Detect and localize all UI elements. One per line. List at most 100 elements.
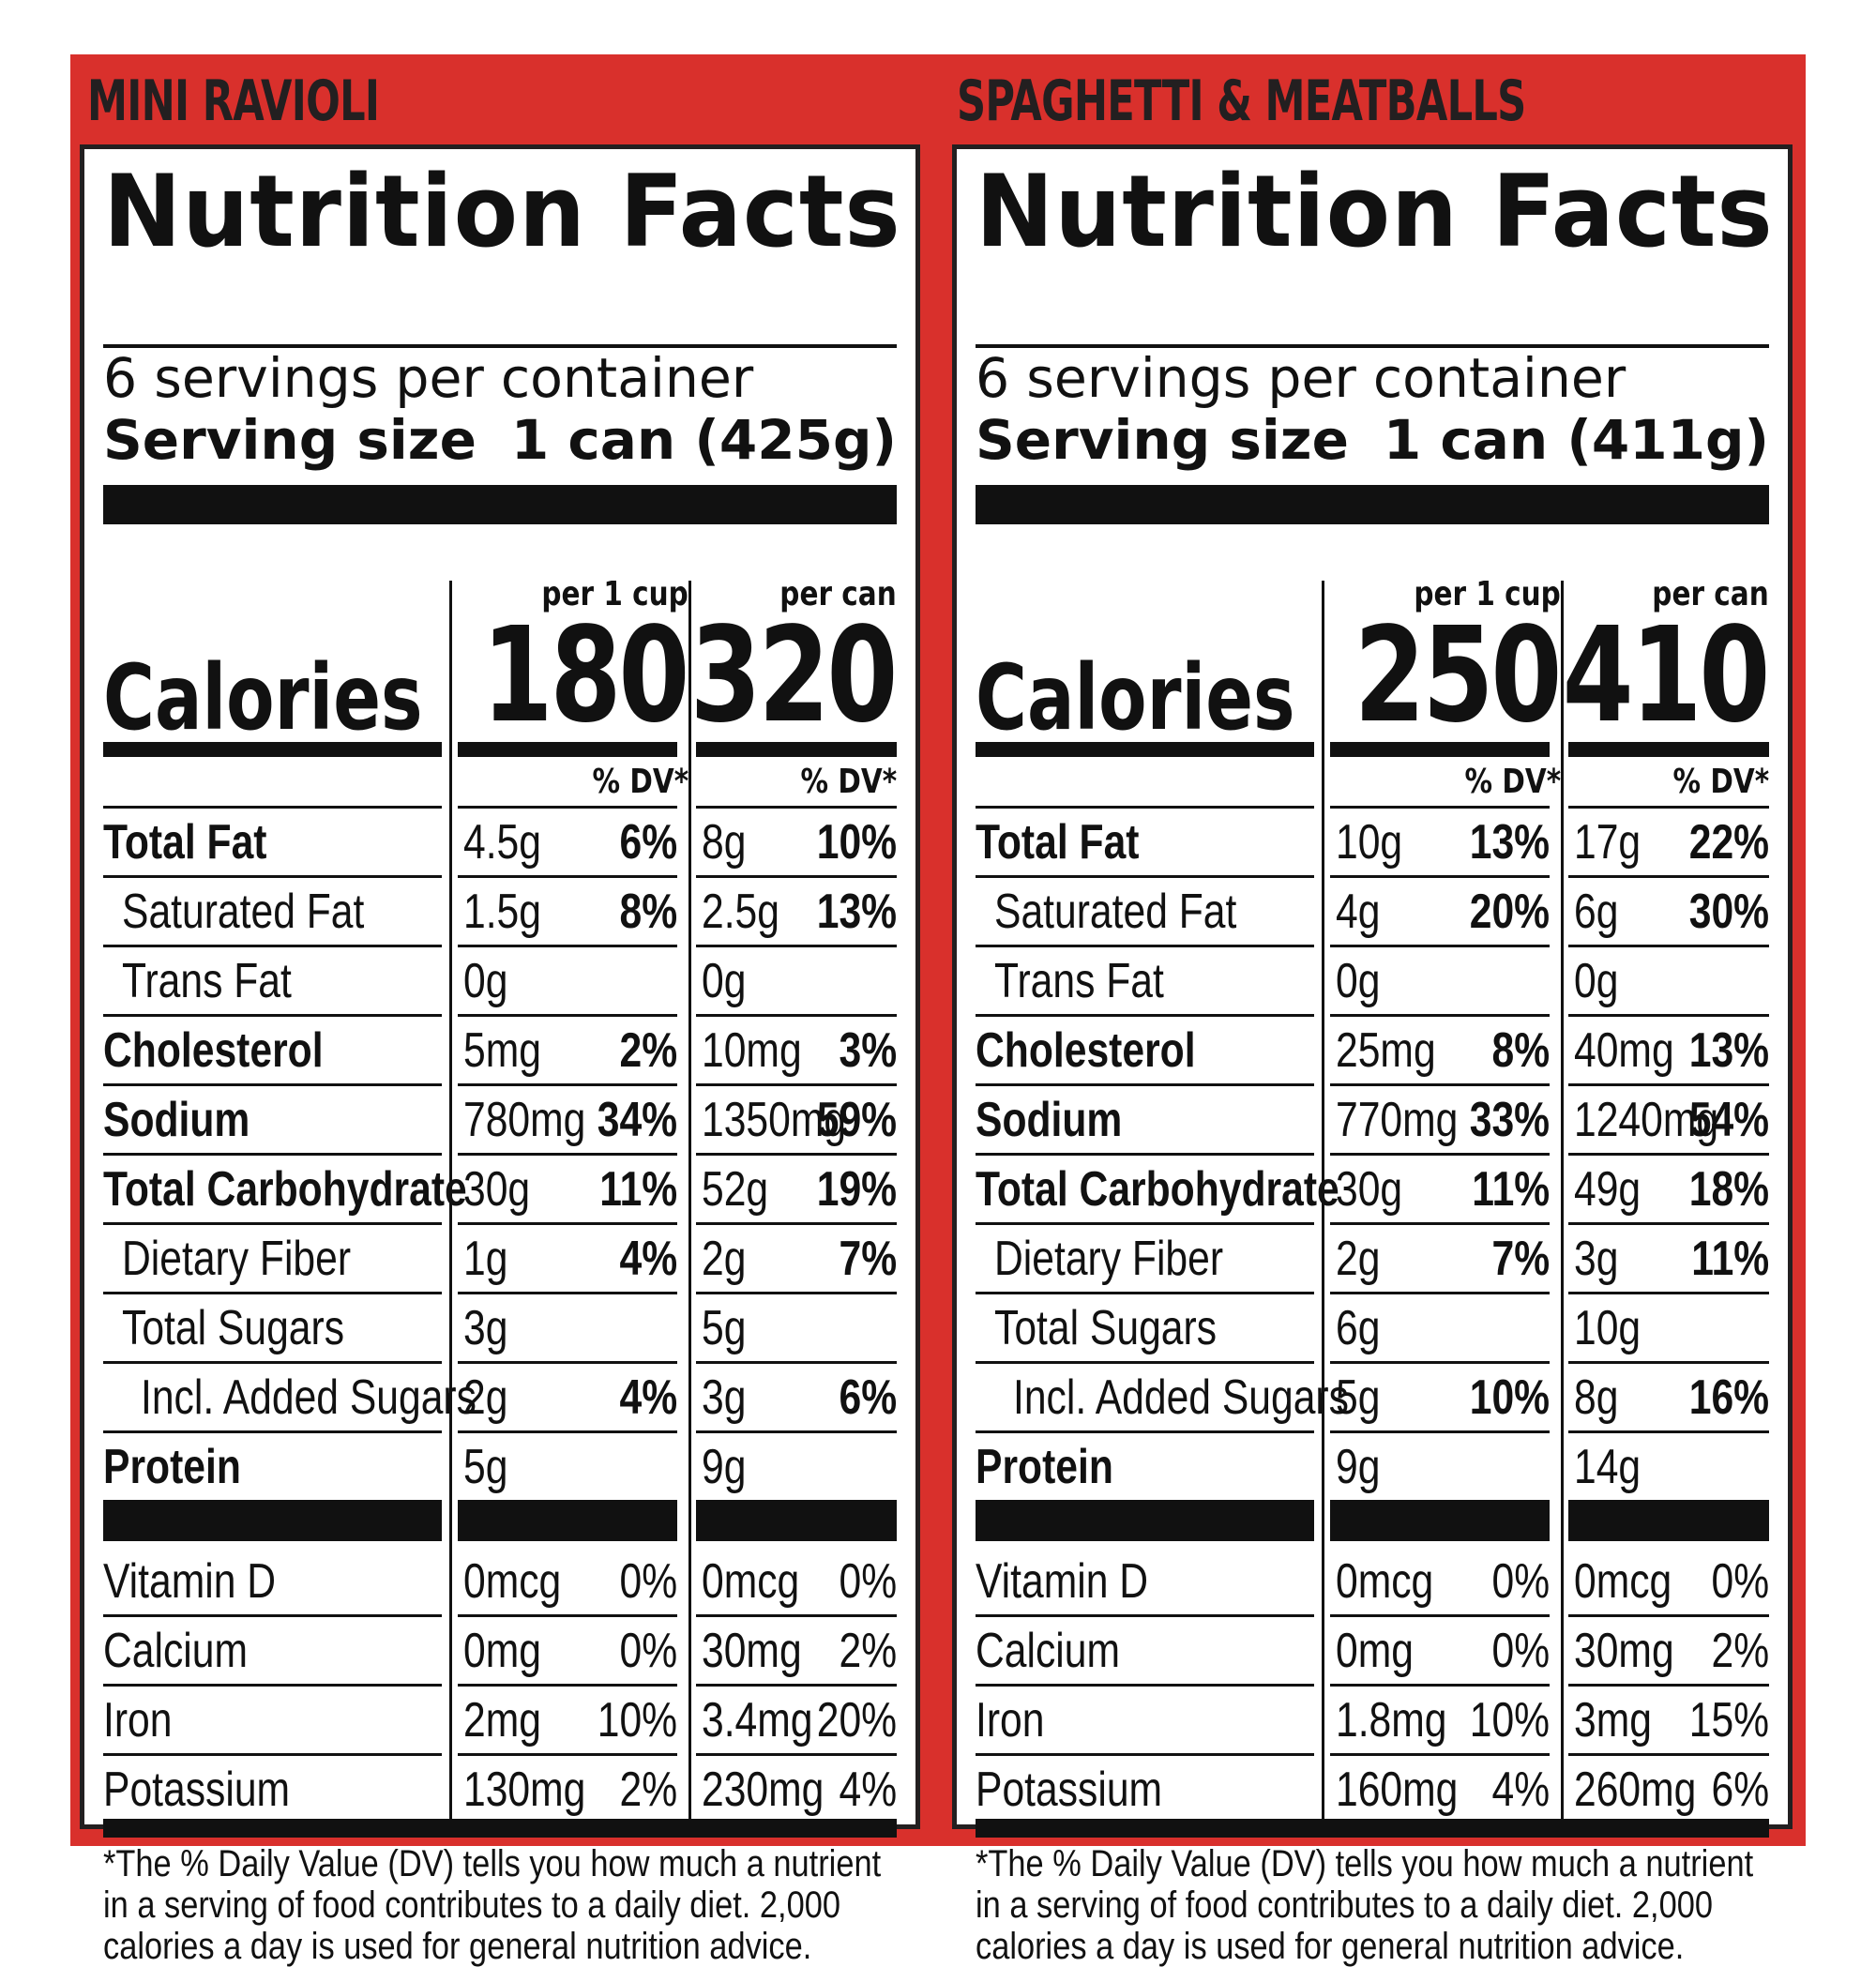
- vitamin-name: Potassium: [976, 1763, 1163, 1817]
- dv-per-cup: 7%: [1491, 1232, 1550, 1286]
- amount-per-cup: 2g: [463, 1370, 508, 1425]
- vitamin-dv-per-can: 6%: [1711, 1763, 1769, 1817]
- amount-per-cup: 4.5g: [463, 815, 541, 870]
- row-rule: [696, 875, 897, 878]
- dv-per-can: 7%: [839, 1232, 897, 1286]
- calories-bar-can: [696, 742, 897, 757]
- nutrient-name: Saturated Fat: [122, 885, 365, 939]
- amount-per-can: 0g: [1574, 954, 1619, 1008]
- nutrient-name: Saturated Fat: [994, 885, 1237, 939]
- nutrient-name: Trans Fat: [122, 954, 292, 1008]
- vitamin-bar-can: [696, 1500, 897, 1541]
- vitamin-dv-per-cup: 10%: [597, 1693, 677, 1748]
- row-rule: [103, 1222, 442, 1225]
- vitamin-dv-per-can: 20%: [816, 1693, 897, 1748]
- dv-footnote: *The % Daily Value (DV) tells you how mu…: [976, 1843, 1754, 1967]
- dv-per-cup: 4%: [619, 1370, 677, 1425]
- nutrient-name: Total Sugars: [994, 1301, 1218, 1355]
- vitamin-amount-per-can: 0mcg: [1574, 1554, 1672, 1609]
- vitamin-amount-per-cup: 130mg: [463, 1763, 586, 1817]
- amount-per-can: 3g: [1574, 1232, 1619, 1286]
- amount-per-can: 14g: [1574, 1440, 1642, 1494]
- vitamin-dv-per-cup: 0%: [1491, 1554, 1550, 1609]
- amount-per-cup: 770mg: [1336, 1093, 1459, 1147]
- row-rule: [976, 1430, 1314, 1433]
- row-rule: [976, 1222, 1314, 1225]
- row-rule: [1330, 1292, 1550, 1294]
- vitamin-amount-per-can: 0mcg: [702, 1554, 800, 1609]
- footnote-bar: [103, 1819, 897, 1838]
- vitamin-dv-per-can: 0%: [1711, 1554, 1769, 1609]
- amount-per-cup: 780mg: [463, 1093, 586, 1147]
- dv-per-can: 3%: [839, 1023, 897, 1078]
- serving-size-value: 1 can (425g): [510, 408, 897, 472]
- dv-per-can: 10%: [816, 815, 897, 870]
- vitamin-name: Iron: [103, 1693, 173, 1748]
- row-rule: [1330, 1361, 1550, 1364]
- vitamin-dv-per-cup: 0%: [619, 1624, 677, 1678]
- dv-per-can: 22%: [1688, 815, 1769, 870]
- row-rule: [458, 1083, 677, 1086]
- amount-per-can: 8g: [1574, 1370, 1619, 1425]
- row-rule: [103, 1153, 442, 1156]
- vitamin-bar-name: [103, 1500, 442, 1541]
- dv-per-can: 54%: [1688, 1093, 1769, 1147]
- nutrient-name: Sodium: [103, 1093, 250, 1147]
- row-rule: [458, 1430, 677, 1433]
- thick-rule-top: [976, 485, 1769, 524]
- vitamin-amount-per-cup: 0mcg: [1336, 1554, 1434, 1609]
- amount-per-can: 17g: [1574, 815, 1642, 870]
- row-rule: [976, 945, 1314, 947]
- amount-per-cup: 0g: [463, 954, 508, 1008]
- vitamin-name: Iron: [976, 1693, 1045, 1748]
- row-rule: [696, 1361, 897, 1364]
- row-rule: [103, 875, 442, 878]
- row-rule: [458, 1361, 677, 1364]
- row-rule: [976, 875, 1314, 878]
- column-divider-1: [1322, 581, 1324, 1819]
- product-name-left: MINI RAVIOLI: [87, 68, 380, 134]
- footnote-bar: [976, 1819, 1769, 1838]
- dv-per-cup: 33%: [1469, 1093, 1550, 1147]
- per-can-heading: per can: [1652, 575, 1769, 613]
- serving-size-row: Serving size 1 can (425g): [103, 410, 897, 470]
- amount-per-can: 3g: [702, 1370, 747, 1425]
- row-rule: [976, 1684, 1314, 1687]
- dv-per-cup: 2%: [619, 1023, 677, 1078]
- calories-bar-can: [1568, 742, 1769, 757]
- row-rule: [1568, 1753, 1769, 1756]
- dv-per-can: 6%: [839, 1370, 897, 1425]
- calories-per-can: 320: [689, 599, 898, 752]
- title-rule: [976, 344, 1769, 348]
- row-rule: [696, 1684, 897, 1687]
- dv-per-cup: 34%: [597, 1093, 677, 1147]
- row-rule: [976, 1614, 1314, 1617]
- vitamin-amount-per-can: 260mg: [1574, 1763, 1697, 1817]
- column-divider-2: [688, 581, 691, 1819]
- nutrient-name: Protein: [103, 1440, 241, 1494]
- nutrition-facts-title: Nutrition Facts: [103, 154, 901, 269]
- vitamin-name: Vitamin D: [976, 1554, 1149, 1609]
- nutrient-name: Total Carbohydrate: [976, 1162, 1339, 1217]
- row-rule: [1330, 945, 1550, 947]
- row-rule: [103, 1430, 442, 1433]
- product-name-right: SPAGHETTI & MEATBALLS: [957, 68, 1526, 134]
- dv-per-cup: 6%: [619, 815, 677, 870]
- vitamin-amount-per-can: 30mg: [702, 1624, 802, 1678]
- row-rule: [103, 1753, 442, 1756]
- dv-footnote: *The % Daily Value (DV) tells you how mu…: [103, 1843, 882, 1967]
- nutrient-name: Total Carbohydrate: [103, 1162, 467, 1217]
- row-rule: [696, 1014, 897, 1017]
- row-rule: [696, 1753, 897, 1756]
- per-cup-heading: per 1 cup: [1414, 575, 1561, 613]
- row-rule: [103, 1014, 442, 1017]
- row-rule: [1330, 1684, 1550, 1687]
- row-rule: [976, 1014, 1314, 1017]
- dv-per-cup: 8%: [1491, 1023, 1550, 1078]
- servings-per-container: 6 servings per container: [976, 346, 1626, 410]
- amount-per-can: 6g: [1574, 885, 1619, 939]
- calories-per-cup: 180: [481, 599, 689, 752]
- calories-bar-cup: [458, 742, 677, 757]
- row-rule: [103, 1292, 442, 1294]
- row-rule: [1568, 1222, 1769, 1225]
